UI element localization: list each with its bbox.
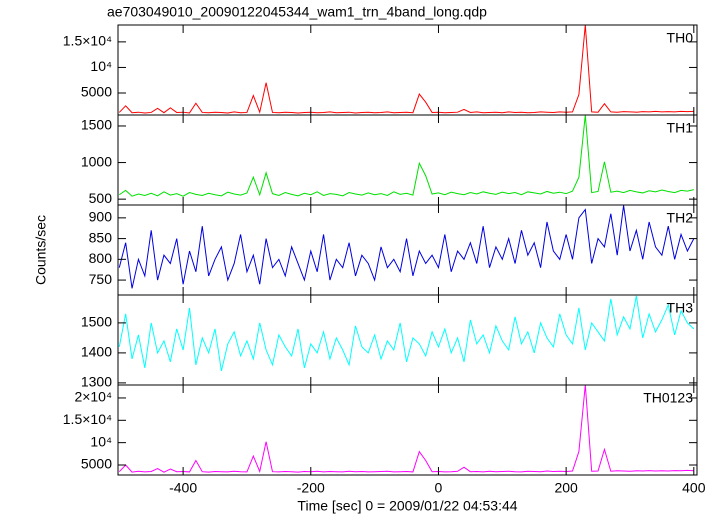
y-tick-label: 10⁴	[90, 58, 112, 74]
y-tick-label: 1.5×10⁴	[63, 33, 112, 49]
panel-frame	[117, 114, 698, 206]
panel-name: TH0	[667, 30, 694, 46]
x-tick-label: -200	[297, 480, 325, 496]
panel-frame	[117, 24, 698, 116]
y-tick-label: 5000	[81, 84, 112, 100]
panel-name: TH0123	[643, 390, 693, 406]
x-tick-label: 400	[682, 480, 706, 496]
y-tick-label: 1500	[81, 117, 112, 133]
y-tick-label: 1.5×10⁴	[63, 411, 112, 427]
data-line	[118, 114, 694, 197]
y-tick-label: 850	[89, 229, 113, 245]
panel-name: TH3	[667, 300, 694, 316]
x-axis-label: Time [sec] 0 = 2009/01/22 04:53:44	[297, 498, 517, 514]
data-line	[118, 384, 694, 474]
y-axis-label: Counts/sec	[33, 215, 49, 285]
chart-title: ae703049010_20090122045344_wam1_trn_4ban…	[107, 4, 487, 20]
y-tick-label: 1000	[81, 153, 112, 169]
y-tick-label: 500	[89, 190, 113, 206]
data-line	[118, 295, 695, 372]
x-tick-label: 200	[554, 480, 578, 496]
y-tick-label: 1300	[81, 374, 112, 390]
data-line	[118, 24, 694, 114]
x-tick-label: -400	[169, 480, 197, 496]
y-tick-label: 1500	[81, 314, 112, 330]
y-tick-label: 1400	[81, 344, 112, 360]
y-tick-label: 2×10⁴	[74, 389, 112, 405]
panel-frame	[117, 384, 698, 476]
y-tick-label: 800	[89, 250, 113, 266]
panel-name: TH2	[667, 210, 694, 226]
y-tick-label: 10⁴	[90, 433, 112, 449]
panel-name: TH1	[667, 120, 694, 136]
y-tick-label: 900	[89, 209, 113, 225]
y-tick-label: 5000	[81, 456, 112, 472]
x-tick-label: 0	[435, 480, 443, 496]
panel-frame	[117, 294, 698, 386]
data-line	[118, 205, 695, 289]
y-tick-label: 750	[89, 271, 113, 287]
